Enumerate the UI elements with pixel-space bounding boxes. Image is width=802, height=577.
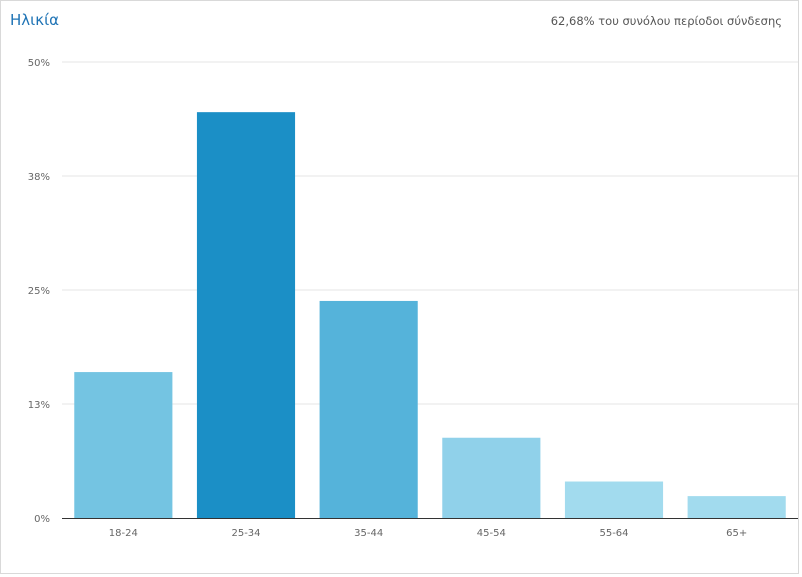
x-tick-label: 45-54 (477, 528, 506, 539)
bar-18-24 (74, 372, 173, 518)
bar-35-44 (319, 300, 418, 518)
x-tick-label: 35-44 (354, 528, 383, 539)
x-tick-label: 25-34 (231, 528, 260, 539)
y-tick-label: 25% (28, 286, 50, 297)
x-tick-label: 65+ (726, 528, 747, 539)
x-tick-label: 18-24 (109, 528, 138, 539)
y-tick-label: 13% (28, 400, 50, 411)
bar-45-54 (442, 437, 541, 518)
y-tick-label: 50% (28, 58, 50, 69)
sessions-summary: 62,68% του συνόλου περίοδοι σύνδεσης (550, 14, 782, 28)
bar-55-64 (564, 481, 664, 518)
bar-25-34 (196, 112, 296, 518)
chart-title: Ηλικία (10, 11, 60, 29)
bar-65+ (687, 496, 786, 518)
y-tick-label: 38% (28, 172, 50, 183)
y-tick-label: 0% (34, 514, 50, 525)
x-tick-label: 55-64 (599, 528, 628, 539)
